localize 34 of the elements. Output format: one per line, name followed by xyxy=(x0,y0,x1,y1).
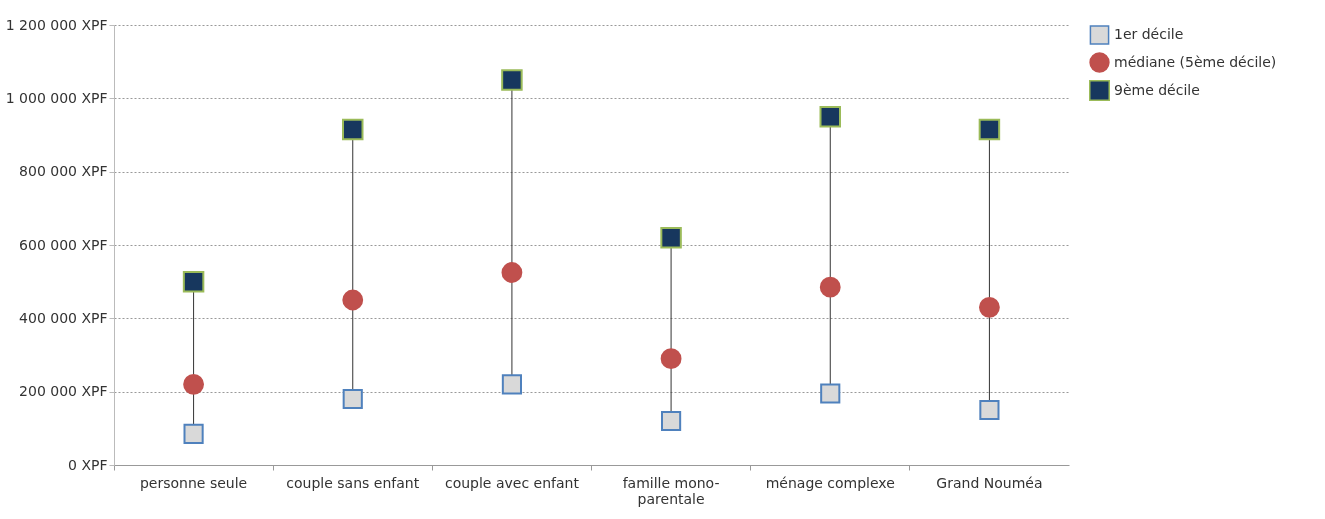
point xyxy=(501,262,523,283)
point xyxy=(660,348,682,370)
x-tick-label: couple sans enfant xyxy=(286,474,420,491)
y-tick-label: 800 000 XPF xyxy=(19,163,108,180)
x-tick-label: ménage complexe xyxy=(765,474,895,491)
point xyxy=(501,374,522,395)
point xyxy=(660,226,682,249)
x-tick-label: Grand Nouméa xyxy=(936,474,1043,491)
point xyxy=(183,373,204,395)
point xyxy=(820,383,841,404)
legend-label: 1er décile xyxy=(1114,26,1184,42)
point xyxy=(342,289,364,311)
y-tick-label: 600 000 XPF xyxy=(19,236,108,253)
x-tick-label: couple avec enfant xyxy=(444,474,580,491)
point xyxy=(979,296,1000,318)
legend-label: 9ème décile xyxy=(1114,81,1200,98)
point xyxy=(342,118,364,141)
point xyxy=(819,276,841,298)
y-tick-label: 1 000 000 XPF xyxy=(5,89,108,106)
point xyxy=(183,423,204,444)
legend-label: médiane (5ème décile) xyxy=(1114,53,1277,70)
y-tick-label: 200 000 XPF xyxy=(19,383,108,400)
y-tick-label: 400 000 XPF xyxy=(19,309,108,326)
x-tick-label: famille mono-parentale xyxy=(622,474,720,507)
point xyxy=(819,105,841,128)
point xyxy=(342,388,363,410)
point xyxy=(182,270,205,293)
point xyxy=(661,410,682,432)
point xyxy=(978,118,1001,141)
point xyxy=(501,69,523,91)
y-tick-label: 1 200 000 XPF xyxy=(5,16,108,33)
point xyxy=(979,399,1000,421)
x-tick-label: personne seule xyxy=(139,474,248,491)
y-tick-label: 0 XPF xyxy=(68,456,108,473)
